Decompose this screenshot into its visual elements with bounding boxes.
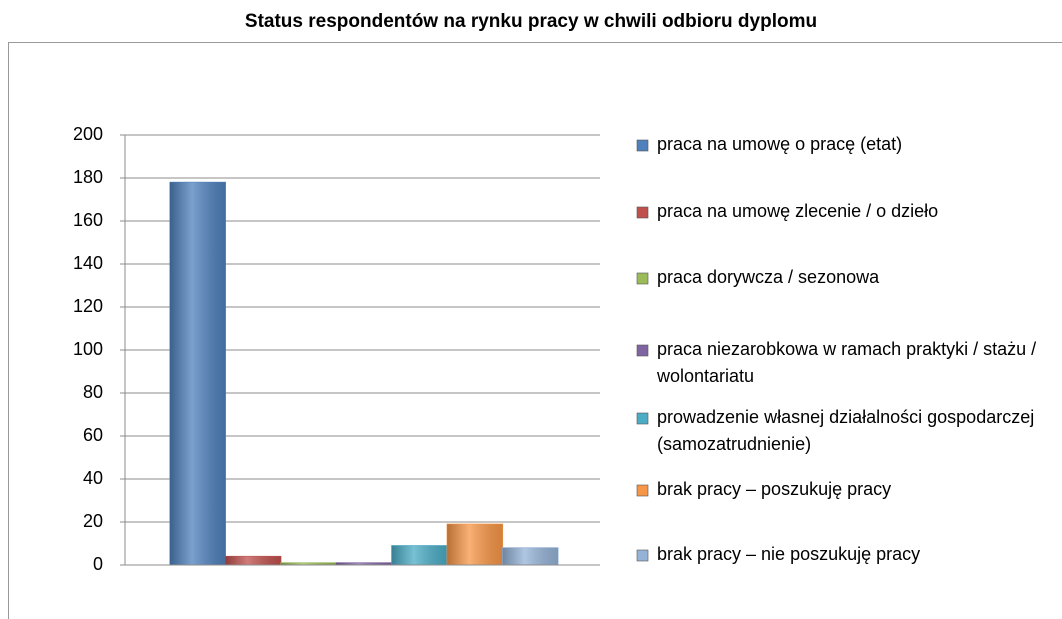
legend-swatch bbox=[636, 272, 649, 285]
legend-swatch bbox=[636, 139, 649, 152]
bar-shine bbox=[336, 562, 392, 565]
y-tick-label: 120 bbox=[73, 296, 103, 316]
legend-swatch bbox=[636, 484, 649, 497]
y-tick-label: 200 bbox=[73, 124, 103, 144]
bar-shine bbox=[502, 547, 558, 565]
y-tick-label: 0 bbox=[93, 554, 103, 574]
legend-swatch bbox=[636, 206, 649, 219]
y-tick-label: 100 bbox=[73, 339, 103, 359]
legend-label: praca na umowę zlecenie / o dzieło bbox=[657, 201, 939, 221]
y-tick-label: 180 bbox=[73, 167, 103, 187]
legend-label: praca na umowę o pracę (etat) bbox=[657, 134, 903, 154]
bar-shine bbox=[280, 562, 337, 565]
legend-swatch bbox=[636, 412, 649, 425]
legend-label: brak pracy – poszukuję pracy bbox=[657, 479, 892, 499]
legend-label: brak pracy – nie poszukuję pracy bbox=[657, 544, 921, 564]
bar-shine bbox=[391, 545, 448, 565]
legend-label: praca dorywcza / sezonowa bbox=[657, 267, 880, 287]
legend-label: praca niezarobkowa w ramach praktyki / s… bbox=[657, 339, 1037, 386]
legend-swatch bbox=[636, 549, 649, 562]
bar-shine bbox=[225, 556, 281, 565]
y-tick-label: 60 bbox=[83, 425, 103, 445]
chart-frame bbox=[8, 42, 1062, 619]
y-tick-label: 80 bbox=[83, 382, 103, 402]
bar-shine bbox=[170, 182, 226, 566]
y-tick-label: 20 bbox=[83, 511, 103, 531]
bar-shine bbox=[447, 524, 503, 565]
y-tick-label: 140 bbox=[73, 253, 103, 273]
y-tick-label: 160 bbox=[73, 210, 103, 230]
chart-title: Status respondentów na rynku pracy w chw… bbox=[245, 11, 817, 32]
legend-swatch bbox=[636, 344, 649, 357]
legend-label: prowadzenie własnej działalności gospoda… bbox=[657, 407, 1035, 454]
y-tick-label: 40 bbox=[83, 468, 103, 488]
